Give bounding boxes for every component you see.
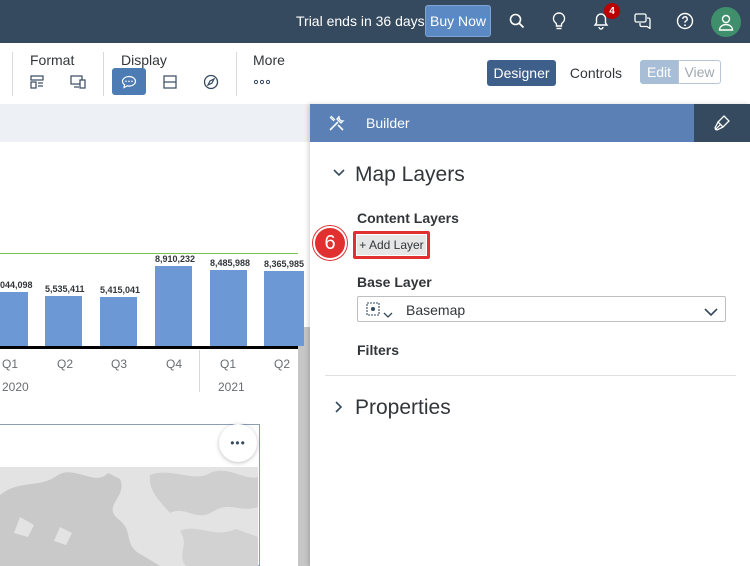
toolbar-separator (236, 52, 237, 96)
toolbar-separator (103, 52, 104, 96)
chart-data-label: 8,485,988 (210, 258, 251, 268)
notification-badge: 4 (604, 3, 620, 19)
chart-bar[interactable] (100, 297, 137, 346)
chart-year-label: 2021 (218, 380, 245, 394)
format-group-label: Format (30, 52, 75, 68)
comment-icon[interactable] (112, 68, 146, 95)
chart-trend-line (0, 253, 298, 254)
chevron-down-icon[interactable] (332, 166, 346, 180)
chart-tick-label: Q2 (274, 357, 291, 371)
content-layers-label: Content Layers (357, 210, 459, 226)
chevron-down-icon[interactable] (383, 306, 393, 318)
view-toggle[interactable]: View (678, 60, 721, 84)
chart-bar[interactable] (45, 296, 82, 346)
more-icon[interactable] (245, 68, 279, 95)
buy-now-button[interactable]: Buy Now (425, 5, 491, 37)
search-icon[interactable] (506, 10, 528, 32)
chart-tick-label: Q1 (2, 357, 19, 371)
builder-panel-header: Builder (310, 104, 750, 142)
chat-icon[interactable] (632, 10, 654, 32)
chart-data-label: 8,910,232 (155, 254, 196, 264)
chart-bar[interactable] (155, 266, 192, 346)
chart-bar[interactable] (264, 271, 304, 346)
step-highlight-box (353, 231, 430, 259)
panel-split-icon[interactable] (153, 68, 187, 95)
controls-button[interactable]: Controls (569, 65, 623, 81)
chart-year-label: 2020 (2, 380, 29, 394)
chevron-down-icon[interactable] (704, 304, 718, 317)
tools-icon (328, 114, 346, 132)
add-layer-button[interactable]: + Add Layer (357, 235, 426, 255)
chart-tick-label: Q3 (111, 357, 128, 371)
chart-bar[interactable] (0, 292, 28, 346)
chart-tick-label: Q2 (57, 357, 74, 371)
chart-bar[interactable] (210, 270, 247, 346)
lightbulb-icon[interactable] (548, 10, 570, 32)
device-preview-icon[interactable] (61, 68, 95, 95)
map-layers-heading[interactable]: Map Layers (355, 163, 465, 186)
basemap-value: Basemap (406, 302, 466, 318)
designer-button[interactable]: Designer (487, 60, 556, 86)
filters-label: Filters (357, 342, 400, 358)
more-group-label: More (253, 52, 285, 68)
chart-axis (0, 346, 298, 349)
trial-text: Trial ends in 36 days (296, 13, 425, 29)
bell-icon[interactable] (590, 10, 612, 32)
chart-tick-label: Q4 (166, 357, 183, 371)
compass-icon[interactable] (194, 68, 228, 95)
layout-icon[interactable] (20, 68, 54, 95)
map-area[interactable] (0, 467, 258, 566)
widget-more-button[interactable]: ••• (219, 424, 257, 462)
builder-title: Builder (366, 115, 410, 131)
basemap-icon (366, 302, 380, 316)
edit-toggle[interactable]: Edit (640, 60, 678, 84)
chart-data-label: 044,098 (0, 280, 33, 290)
shell-bar: Trial ends in 36 days Buy Now 4 (0, 0, 750, 43)
step-number-badge: 6 (313, 226, 347, 260)
chart-tick-label: Q1 (220, 357, 237, 371)
user-avatar[interactable] (711, 7, 741, 37)
builder-panel: Builder (310, 104, 750, 566)
properties-heading[interactable]: Properties (355, 396, 451, 419)
help-icon[interactable] (674, 10, 696, 32)
toolbar-separator (12, 52, 13, 96)
chart-data-label: 5,535,411 (45, 284, 85, 294)
styling-tab[interactable] (694, 104, 750, 142)
chart-data-label: 8,365,985 (264, 259, 305, 269)
section-divider (325, 375, 736, 376)
base-layer-label: Base Layer (357, 274, 432, 290)
year-separator (199, 350, 200, 392)
chevron-right-icon[interactable] (332, 400, 346, 414)
display-group-label: Display (121, 52, 167, 68)
paintbrush-icon (714, 115, 730, 131)
basemap-select[interactable]: Basemap (357, 296, 726, 322)
canvas-header-strip (0, 104, 310, 142)
chart-data-label: 5,415,041 (100, 285, 141, 295)
